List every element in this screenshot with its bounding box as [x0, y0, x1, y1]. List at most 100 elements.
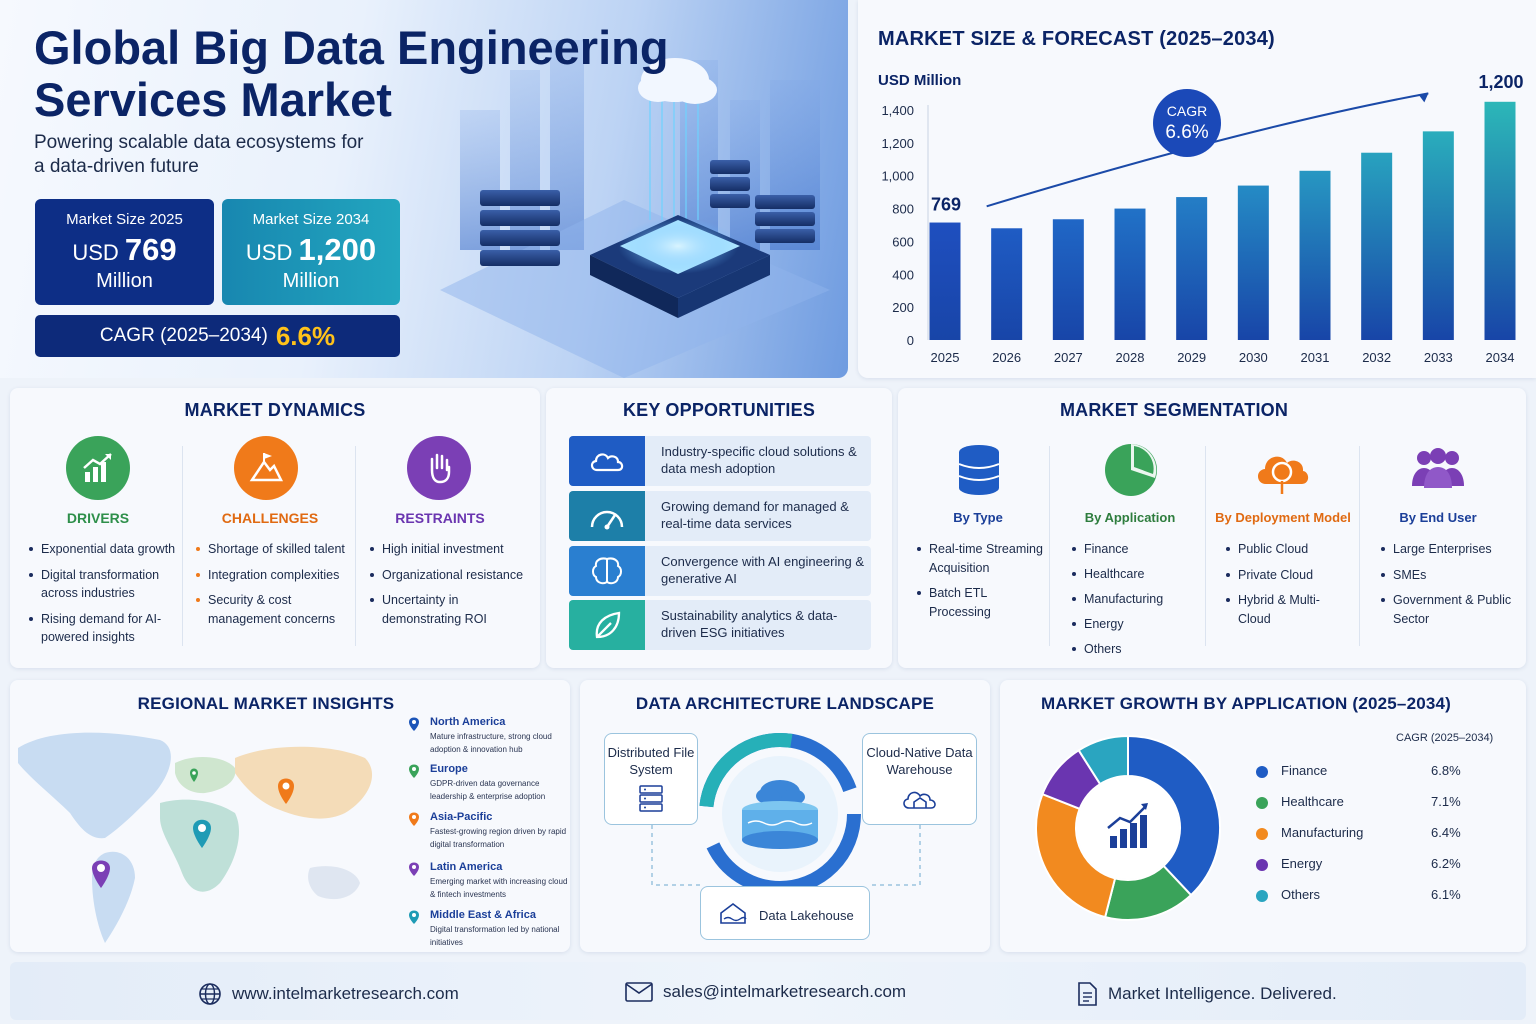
data-label-start: 769 — [931, 195, 961, 215]
list-item: High initial investment — [369, 540, 534, 559]
opportunity-item: Industry-specific cloud solutions & data… — [569, 436, 871, 486]
location-pin-icon — [193, 819, 211, 848]
opportunity-text: Growing demand for managed & real-time d… — [661, 499, 849, 531]
brain-icon — [569, 546, 645, 596]
location-pin-icon — [190, 768, 198, 782]
list-item: Uncertainty in demonstrating ROI — [369, 591, 534, 628]
legend-label: Manufacturing — [1281, 825, 1364, 840]
region-name: Asia-Pacific — [430, 811, 493, 823]
donut-slice-manufacturing — [1035, 792, 1117, 919]
x-tick-label: 2030 — [1239, 350, 1268, 365]
by-end-user-heading: By End User — [1399, 510, 1477, 525]
document-icon — [1078, 982, 1097, 1006]
dynamics-panel: MARKET DYNAMICS DRIVERS Exponential data… — [10, 388, 540, 668]
region-name: Latin America — [430, 861, 503, 873]
drivers-heading: DRIVERS — [66, 510, 130, 526]
mountain-flag-icon — [234, 436, 298, 500]
y-tick-label: 800 — [892, 202, 914, 217]
growth-bars-icon — [1107, 803, 1148, 848]
lakehouse-label: Data Lakehouse — [759, 908, 854, 923]
bar-2034 — [1484, 101, 1516, 341]
region-name: North America — [430, 716, 506, 728]
segmentation-panel: MARKET SEGMENTATION — [898, 388, 1526, 668]
bar-2028 — [1114, 208, 1146, 340]
legend-label: Healthcare — [1281, 794, 1344, 809]
bar-2032 — [1361, 152, 1393, 340]
list-item: Batch ETL Processing — [916, 584, 1046, 621]
bar-2029 — [1176, 197, 1208, 340]
forecast-panel: MARKET SIZE & FORECAST (2025–2034) USD M… — [858, 0, 1536, 378]
y-tick-label: 400 — [892, 267, 914, 282]
stat-2025: Market Size 2025 USD 769 Million — [35, 199, 214, 305]
legend-cagr: 6.1% — [1431, 887, 1461, 902]
distributed-file-system-box: Distributed File System — [604, 733, 698, 825]
list-item: Finance — [1071, 540, 1201, 558]
by-deployment-list: Public Cloud Private Cloud Hybrid & Mult… — [1225, 540, 1350, 635]
hand-stop-icon — [407, 436, 471, 500]
by-application-heading: By Application — [1084, 510, 1176, 525]
bar-2031 — [1299, 170, 1331, 340]
list-item: SMEs — [1380, 566, 1520, 585]
x-tick-label: 2032 — [1362, 350, 1391, 365]
list-item: Energy — [1071, 615, 1201, 633]
bar-2030 — [1237, 185, 1269, 340]
x-tick-label: 2028 — [1116, 350, 1145, 365]
opportunity-text: Sustainability analytics & data-driven E… — [661, 608, 838, 640]
location-pin-icon — [409, 812, 419, 826]
legend-label: Energy — [1281, 856, 1323, 871]
list-item: Security & cost management concerns — [195, 591, 353, 628]
cagr-label: CAGR (2025–2034) — [99, 325, 268, 346]
legend-label: Finance — [1281, 763, 1328, 778]
list-item: Rising demand for AI-powered insights — [28, 610, 180, 647]
region-name: Middle East & Africa — [430, 909, 536, 921]
legend-swatch — [1256, 797, 1268, 809]
cagr-badge-label: CAGR — [1167, 103, 1207, 119]
forecast-title: MARKET SIZE & FORECAST (2025–2034) — [878, 28, 1275, 50]
x-tick-label: 2026 — [992, 350, 1021, 365]
restraints-heading: RESTRAINTS — [395, 510, 485, 526]
dynamics-title: MARKET DYNAMICS — [184, 400, 366, 420]
y-tick-label: 1,000 — [881, 169, 914, 184]
by-application-list: Finance Healthcare Manufacturing Energy … — [1071, 540, 1201, 665]
location-pin-icon — [409, 717, 419, 731]
architecture-title: DATA ARCHITECTURE LANDSCAPE — [635, 694, 935, 713]
list-item: Digital transformation across industries — [28, 566, 180, 603]
y-tick-label: 0 — [907, 333, 914, 348]
by-deployment-heading: By Deployment Model — [1215, 510, 1351, 525]
data-lakehouse-box: Data Lakehouse — [700, 886, 870, 940]
stat-2034: Market Size 2034 USD 1,200 Million — [222, 199, 400, 305]
data-label-end: 1,200 — [1478, 72, 1523, 92]
tagline: Market Intelligence. Delivered. — [1076, 982, 1337, 1006]
cdw-label: Cloud-Native Data Warehouse — [866, 745, 973, 777]
legend-swatch — [1256, 828, 1268, 840]
page-title: Global Big Data Engineering Services Mar… — [34, 21, 669, 126]
location-pin-icon — [92, 860, 110, 888]
by-end-user-list: Large Enterprises SMEs Government & Publ… — [1380, 540, 1520, 635]
x-tick-label: 2025 — [931, 350, 960, 365]
cagr-value: 6.6% — [275, 320, 336, 351]
x-tick-label: 2027 — [1054, 350, 1083, 365]
footer: www.intelmarketresearch.com sales@intelm… — [10, 962, 1526, 1020]
opportunity-text: Industry-specific cloud solutions & data… — [661, 444, 857, 476]
y-tick-label: 600 — [892, 234, 914, 249]
cloud-deployment-icon — [1257, 456, 1309, 494]
list-item: Real-time Streaming Acquisition — [916, 540, 1046, 577]
regional-title: REGIONAL MARKET INSIGHTS — [137, 694, 395, 713]
y-tick-label: 200 — [892, 300, 914, 315]
lakehouse-icon — [720, 903, 747, 924]
opportunity-text: Convergence with AI engineering & genera… — [661, 554, 865, 586]
email-link[interactable]: sales@intelmarketresearch.com — [625, 982, 906, 1002]
region-desc: Digital transformation led by national i… — [430, 925, 560, 947]
list-item: Shortage of skilled talent — [195, 540, 353, 559]
legend-cagr: 7.1% — [1431, 794, 1461, 809]
website-link[interactable]: www.intelmarketresearch.com — [198, 982, 459, 1006]
cloud-data-warehouse-box: Cloud-Native Data Warehouse — [862, 733, 977, 825]
stat-2025-unit: Million — [96, 270, 153, 292]
cagr-badge-value: 6.6% — [1165, 122, 1208, 143]
region-desc: Mature infrastructure, strong cloud adop… — [430, 732, 552, 754]
leaf-icon — [569, 600, 645, 650]
world-map — [18, 732, 373, 943]
donut-slice-others — [1077, 734, 1129, 786]
stat-2034-label: Market Size 2034 — [252, 211, 370, 228]
list-item: Hybrid & Multi-Cloud — [1225, 591, 1350, 628]
